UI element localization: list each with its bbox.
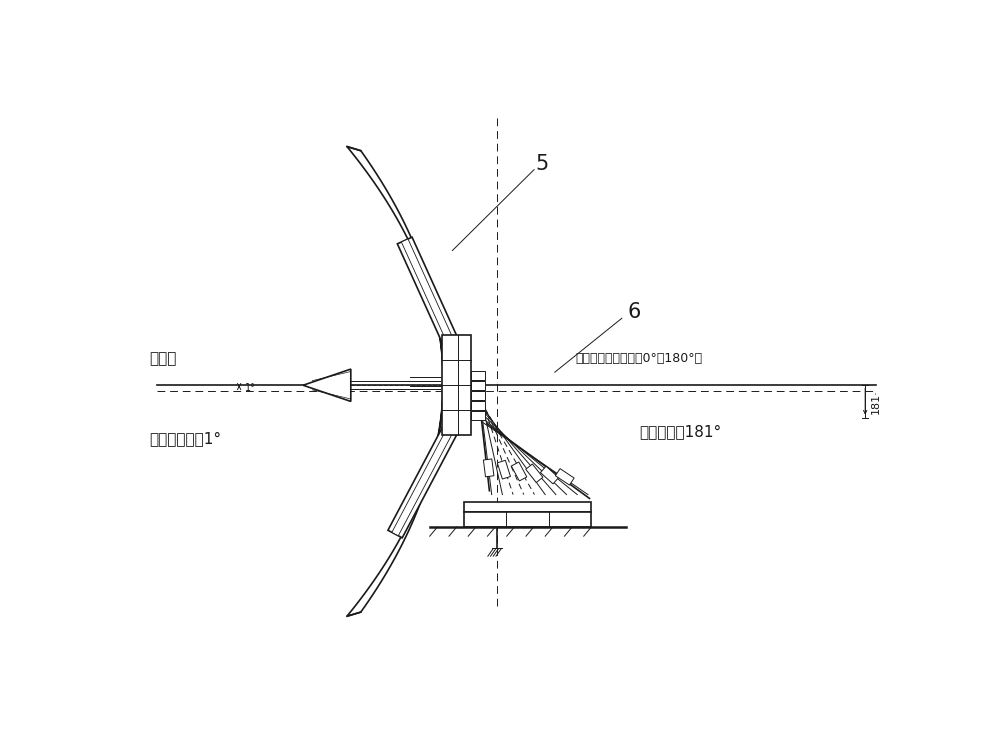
Text: 181·: 181· bbox=[871, 389, 881, 414]
Bar bbox=[471, 400, 485, 410]
Bar bbox=[471, 391, 485, 400]
Bar bbox=[471, 411, 485, 420]
Text: 天线俧仰觑－1°: 天线俧仰觑－1° bbox=[149, 431, 221, 447]
Polygon shape bbox=[397, 237, 457, 343]
Polygon shape bbox=[303, 369, 351, 401]
Bar bbox=[464, 511, 591, 527]
Bar bbox=[471, 380, 485, 390]
Bar bbox=[442, 335, 471, 435]
Polygon shape bbox=[388, 428, 457, 538]
Polygon shape bbox=[401, 239, 453, 340]
Bar bbox=[471, 371, 485, 380]
Text: 5: 5 bbox=[535, 154, 548, 174]
Bar bbox=[540, 466, 559, 484]
Text: 1°: 1° bbox=[245, 383, 256, 393]
Bar bbox=[526, 464, 543, 482]
Text: 天线俧仰觑181°: 天线俧仰觑181° bbox=[640, 424, 722, 439]
Bar bbox=[464, 502, 591, 511]
Bar bbox=[511, 462, 527, 481]
Text: 水平线: 水平线 bbox=[149, 351, 176, 366]
Text: 6: 6 bbox=[627, 302, 641, 322]
Polygon shape bbox=[347, 147, 443, 616]
Bar bbox=[483, 459, 494, 477]
Text: 水平线（假设俧仰觑0°戜180°）: 水平线（假设俧仰觑0°戜180°） bbox=[576, 352, 703, 365]
Bar bbox=[497, 460, 510, 479]
Bar bbox=[555, 468, 574, 485]
Polygon shape bbox=[392, 430, 453, 536]
